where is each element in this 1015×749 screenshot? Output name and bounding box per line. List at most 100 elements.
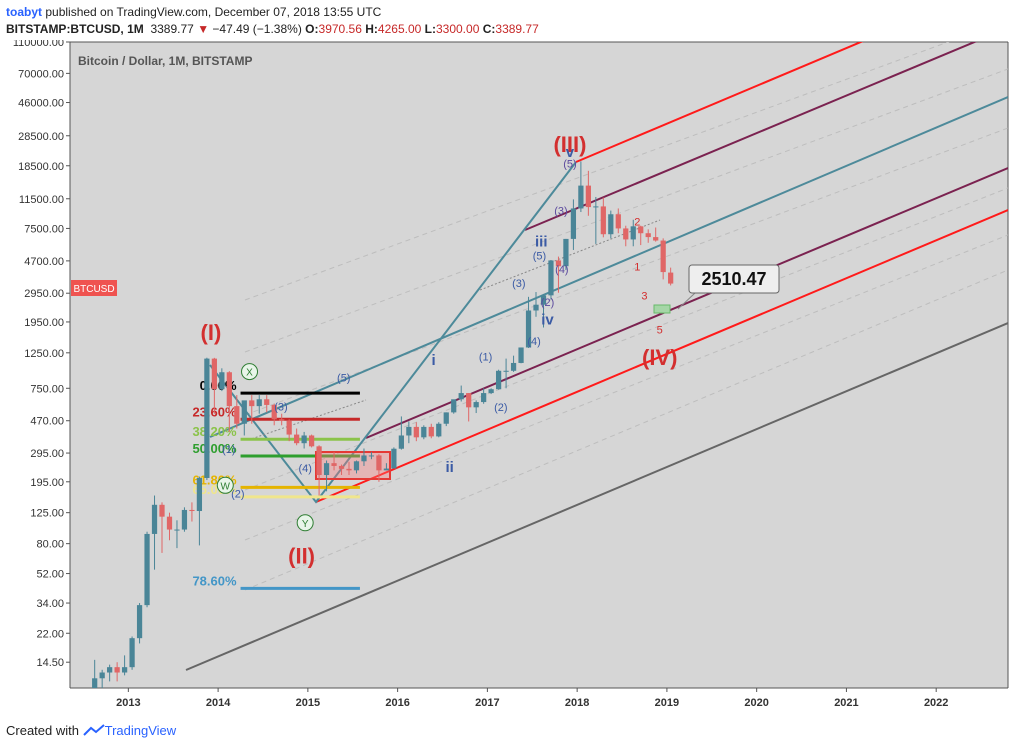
candle-body [346,468,352,471]
candle-body [413,426,419,438]
candle-body [92,678,98,688]
candle-body [151,504,158,534]
candle-body [436,423,442,437]
wave-label: i [431,352,435,369]
candle-body [279,419,285,421]
candle-body [107,667,113,673]
trend-channels [185,42,1008,671]
wave-label: W [221,481,231,492]
candle-body [540,295,547,305]
open-value: 3970.56 [318,22,362,36]
footer: Created with TradingView [6,723,176,738]
price-tick-label: 22.00 [36,628,64,640]
candle-body [473,402,479,408]
candle-body [593,206,599,208]
dashed-line-5 [244,68,1008,353]
dashed-line-6 [244,42,950,301]
wave-label: (1) [222,444,235,456]
wave-label: 1 [634,261,640,273]
down-arrow-icon: ▼ [197,22,210,36]
price-chart[interactable]: 110000.00 70000.00 46000.00 28500.00 18500.0… [0,37,1015,716]
symbol-name: BITSTAMP:BTCUSD, 1M [6,22,144,36]
symbol-info: BITSTAMP:BTCUSD, 1M 3389.77 ▼ −47.49 (−1… [6,22,539,36]
candle-body [301,435,307,444]
time-axis-ticks: 2013 2014 2015 2016 2017 2018 2019 2020 2021 2022 [116,688,948,709]
time-tick-label: 2020 [744,697,768,709]
target-zone[interactable] [653,304,671,314]
symbol-tag: BTCUSD [71,280,117,296]
price-tick-label: 1250.00 [24,348,64,360]
callout-pointer [677,292,696,310]
time-tick-label: 2016 [385,697,409,709]
candle-body [256,399,262,407]
price-axis-ticks: 110000.00 70000.00 46000.00 28500.00 18500.0… [13,37,70,669]
candle-body [286,420,292,435]
wave-label: (II) [288,544,315,569]
price-tick-label: 4700.00 [24,256,64,268]
candle-body [241,400,247,424]
close-label: C: [482,22,496,36]
candle-body [376,455,382,471]
candle-body [443,412,449,424]
candle-body [660,240,666,273]
author-name[interactable]: toabyt [6,5,42,19]
wave-label: v [566,144,575,161]
candle-body [391,448,397,469]
wave-label: (3) [274,401,287,413]
candle-body [136,605,143,639]
price-tick-label: 110000.00 [13,40,64,49]
price-tick-label: 70000.00 [18,68,64,80]
price-tick-label: 34.00 [36,598,64,610]
candle-body [406,426,412,436]
wave-marker-circle [216,476,234,494]
tradingview-brand[interactable]: TradingView [104,723,177,738]
candle-body [353,461,360,471]
time-tick-label: 2014 [206,697,231,709]
price-tick-label: 14.50 [36,657,64,669]
time-tick-label: 2021 [834,697,858,709]
tradingview-logo-icon [82,724,105,736]
wave-label: (4) [555,264,568,276]
candle-body [578,185,584,209]
low-value: 3300.00 [435,22,480,36]
price-callout[interactable]: 2510.47 [688,264,780,294]
candle-body [645,233,651,238]
wave-label: (2) [541,297,554,309]
candle-body [174,529,180,531]
wave-label: (4) [527,336,540,348]
created-with-text: Created with [6,723,79,738]
price-tick-label: 11500.00 [19,194,64,206]
price-tick-label: 80.00 [36,539,64,551]
price-tick-label: 470.00 [30,416,64,428]
candle-body [211,358,217,390]
candle-body [533,304,539,311]
fib-level-label: 38.20% [192,424,237,439]
wave-label: (5) [533,250,546,262]
chart-title: Bitcoin / Dollar, 1M, BITSTAMP [78,54,252,68]
price-tick-label: 195.00 [30,477,64,489]
red-channel-upper [575,42,864,163]
candle-body [481,393,487,403]
candle-body [383,468,390,471]
candle-body [495,370,502,390]
candle-body [488,389,494,394]
candle-body [503,370,509,372]
dashed-line-3 [244,187,1008,491]
chart-frame[interactable]: 110000.00 70000.00 46000.00 28500.00 18500.0… [0,37,1015,716]
candle-body [331,463,337,466]
candle-body [458,393,464,400]
wave-marker-circle [296,514,314,532]
wave-label: (3) [512,278,525,290]
price-tick-label: 52.00 [36,569,64,581]
candle-body [368,455,375,457]
purple-channel-upper [524,42,978,231]
dashed-line-2 [244,234,1008,541]
candle-body [398,435,404,449]
candle-body [421,426,427,438]
candle-body [615,214,621,229]
time-axis-background [70,688,1008,716]
candle-body [249,400,255,407]
red-channel-lower [315,209,1008,503]
candle-body [600,206,606,235]
candlesticks [92,161,674,688]
